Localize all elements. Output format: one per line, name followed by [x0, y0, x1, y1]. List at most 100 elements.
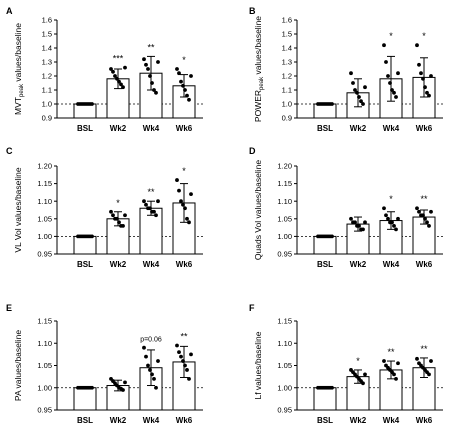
x-tick-label: Wk2 — [110, 260, 127, 269]
y-tick-label: 1.00 — [37, 383, 52, 392]
x-tick-label: Wk2 — [110, 416, 127, 425]
data-point — [113, 74, 117, 78]
y-tick-label: 1.1 — [282, 86, 292, 95]
x-tick-label: Wk4 — [143, 260, 160, 269]
significance-label: ** — [147, 187, 155, 197]
x-tick-label: Wk4 — [143, 124, 160, 133]
panel-label: D — [249, 146, 256, 156]
x-tick-label: Wk4 — [383, 124, 400, 133]
y-tick-label: 0.9 — [282, 114, 292, 123]
data-point — [419, 71, 423, 76]
data-point — [156, 199, 160, 204]
data-point — [154, 385, 158, 390]
y-tick-label: 1.0 — [282, 100, 292, 109]
data-point — [330, 234, 334, 239]
y-tick-label: 1.2 — [42, 72, 52, 81]
data-point — [361, 102, 365, 106]
data-point — [185, 216, 189, 221]
y-tick-label: 1.00 — [277, 383, 292, 392]
x-tick-label: Wk6 — [416, 260, 433, 269]
data-point — [185, 93, 189, 98]
y-tick-label: 1.20 — [37, 162, 52, 171]
data-point — [363, 220, 367, 225]
y-tick-label: 1.4 — [42, 44, 52, 53]
bar-bsl — [73, 103, 97, 119]
data-point — [396, 71, 400, 76]
y-tick-label: 1.20 — [277, 162, 292, 171]
data-point — [429, 209, 433, 214]
significance-label: * — [389, 194, 393, 204]
data-point — [189, 352, 193, 357]
data-point — [361, 381, 365, 386]
significance-label: * — [389, 31, 393, 41]
panel-a: A 0.9 1.0 1.1 1.2 1.3 1.4 1.5 1.6 MVTpeak values/… — [6, 6, 203, 133]
data-point — [429, 359, 433, 363]
data-point — [187, 220, 191, 225]
data-point — [123, 65, 127, 70]
data-point — [148, 206, 152, 211]
x-tick-label: Wk2 — [110, 124, 127, 133]
data-point — [415, 206, 419, 211]
y-tick-label: 1.10 — [277, 339, 292, 348]
data-point — [359, 99, 363, 104]
x-tick-label: Wk2 — [350, 124, 367, 133]
y-tick-label: 1.6 — [42, 16, 52, 25]
significance-label: * — [422, 31, 426, 41]
data-point — [111, 213, 115, 218]
data-point — [144, 62, 148, 67]
significance-label: * — [356, 356, 360, 366]
data-point — [117, 79, 121, 84]
data-point — [144, 202, 148, 207]
data-point — [415, 43, 419, 48]
y-tick-label: 1.05 — [37, 361, 52, 370]
significance-label: * — [116, 198, 120, 208]
data-point — [330, 102, 334, 106]
data-point — [384, 213, 388, 218]
data-point — [179, 354, 183, 359]
data-point — [183, 206, 187, 211]
data-point — [115, 76, 119, 81]
data-point — [121, 223, 125, 228]
data-point — [363, 85, 367, 90]
data-point — [121, 388, 125, 392]
data-point — [175, 67, 179, 71]
data-point — [109, 67, 113, 71]
data-point — [189, 74, 193, 78]
data-point — [353, 88, 357, 92]
data-point — [185, 368, 189, 372]
y-tick-label: 1.10 — [37, 197, 52, 206]
panel-label: F — [249, 303, 255, 313]
bar-bsl — [313, 387, 337, 411]
data-point — [123, 213, 127, 218]
data-point — [179, 79, 183, 84]
x-tick-label: Wk4 — [143, 416, 160, 425]
panel-label: C — [6, 146, 13, 156]
data-point — [361, 227, 365, 232]
bar-bsl — [73, 387, 97, 411]
data-point — [179, 199, 183, 204]
data-point — [394, 227, 398, 232]
y-tick-label: 1.6 — [282, 16, 292, 25]
y-axis-label: VL Vol values/baseline — [13, 167, 23, 252]
data-point — [392, 223, 396, 228]
data-point — [386, 74, 390, 78]
data-point — [150, 81, 154, 85]
x-tick-label: Wk2 — [350, 416, 367, 425]
data-point — [154, 90, 158, 95]
data-point — [175, 178, 179, 182]
data-point — [394, 376, 398, 381]
data-point — [421, 213, 425, 218]
y-tick-label: 1.3 — [42, 58, 52, 67]
panel-b: B 0.9 1.0 1.1 1.2 1.3 1.4 1.5 1.6 POWERpeak value… — [249, 6, 443, 133]
data-point — [123, 380, 127, 385]
data-point — [390, 220, 394, 225]
y-tick-label: 1.15 — [37, 317, 52, 326]
data-point — [90, 102, 94, 106]
panel-label: B — [249, 6, 256, 16]
y-tick-label: 1.5 — [42, 30, 52, 39]
x-tick-label: Wk4 — [383, 416, 400, 425]
data-point — [119, 82, 123, 87]
data-point — [384, 60, 388, 64]
significance-label: ** — [387, 347, 395, 357]
x-tick-label: BSL — [317, 260, 333, 269]
